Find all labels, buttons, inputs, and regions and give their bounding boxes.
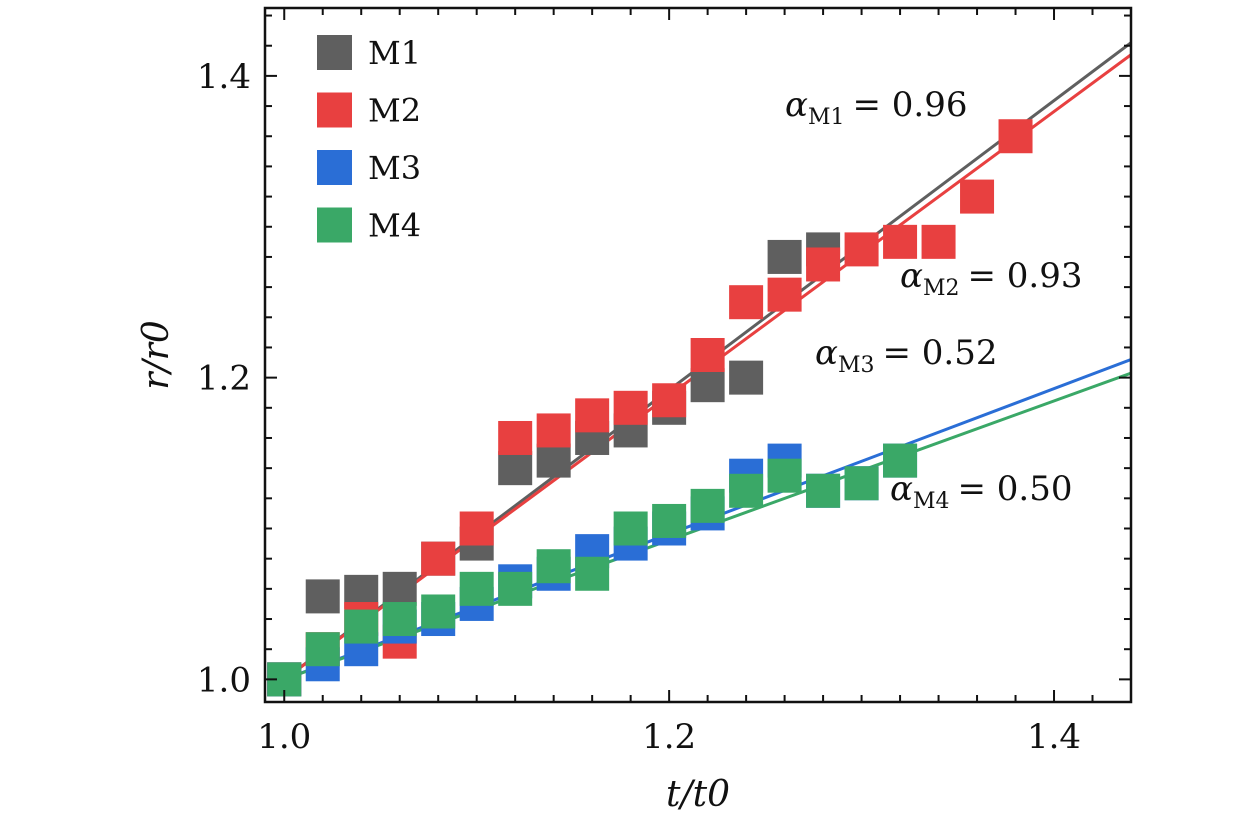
axis-ticks: 1.0 1.2 1.4 1.0 1.2 1.4 bbox=[197, 8, 1132, 757]
data-point bbox=[536, 413, 571, 448]
legend-label: M3 bbox=[368, 149, 421, 187]
legend-swatch bbox=[317, 92, 352, 128]
series-m4 bbox=[267, 443, 918, 697]
data-point bbox=[806, 473, 841, 508]
data-point bbox=[729, 360, 764, 395]
data-point bbox=[459, 571, 494, 606]
data-point bbox=[883, 224, 918, 259]
data-point bbox=[806, 247, 841, 282]
data-point bbox=[767, 458, 802, 493]
legend: M1 M2 M3 M4 bbox=[317, 34, 421, 245]
x-tick-label: 1.4 bbox=[1027, 717, 1081, 757]
data-point bbox=[767, 277, 802, 312]
alpha-annotation-m3: αM3 = 0.52 bbox=[815, 333, 998, 378]
data-point bbox=[459, 511, 494, 546]
legend-label: M1 bbox=[368, 34, 421, 72]
data-point bbox=[575, 556, 610, 591]
data-point bbox=[690, 368, 725, 403]
legend-label: M2 bbox=[368, 92, 421, 130]
data-point bbox=[498, 571, 533, 606]
y-tick-label: 1.0 bbox=[197, 660, 251, 700]
data-point bbox=[575, 398, 610, 433]
data-point bbox=[844, 466, 879, 501]
alpha-annotation-m4: αM4 = 0.50 bbox=[890, 469, 1073, 514]
data-point bbox=[498, 420, 533, 455]
data-point bbox=[690, 338, 725, 372]
data-point bbox=[305, 579, 340, 614]
data-point bbox=[536, 443, 571, 478]
data-point bbox=[382, 602, 417, 637]
y-axis-title: r/r0 bbox=[136, 320, 177, 389]
data-point bbox=[767, 239, 802, 274]
data-point bbox=[305, 632, 340, 667]
x-tick-label: 1.0 bbox=[257, 717, 311, 757]
alpha-annotation-m1: αM1 = 0.96 bbox=[785, 85, 968, 130]
alpha-annotation-m2: αM2 = 0.93 bbox=[900, 256, 1083, 301]
data-point bbox=[960, 179, 995, 214]
plot-frame bbox=[263, 6, 1133, 704]
svg-text:t/t0: t/t0 bbox=[666, 774, 730, 815]
data-point bbox=[344, 609, 379, 644]
alpha-annotations: αM1 = 0.96 αM2 = 0.93 αM3 = 0.52 αM4 = 0.50 bbox=[785, 85, 1083, 514]
data-point bbox=[729, 473, 764, 508]
y-tick-label: 1.2 bbox=[197, 359, 251, 399]
data-point bbox=[498, 451, 533, 486]
x-tick-label: 1.2 bbox=[642, 717, 696, 757]
legend-swatch bbox=[317, 35, 352, 70]
legend-swatch bbox=[317, 207, 352, 243]
y-tick-label: 1.4 bbox=[197, 57, 251, 97]
data-point bbox=[536, 549, 571, 584]
data-point bbox=[690, 488, 725, 523]
legend-label: M4 bbox=[368, 207, 421, 245]
svg-text:r/r0: r/r0 bbox=[136, 320, 177, 389]
data-markers bbox=[267, 119, 1033, 697]
data-point bbox=[883, 443, 918, 478]
data-point bbox=[729, 285, 764, 320]
data-point bbox=[613, 511, 648, 546]
legend-swatch bbox=[317, 150, 352, 185]
data-point bbox=[652, 503, 687, 538]
data-point bbox=[421, 594, 456, 629]
data-point bbox=[613, 390, 648, 425]
series-m2 bbox=[267, 119, 1033, 697]
data-point bbox=[844, 232, 879, 267]
x-axis-title: t/t0 bbox=[666, 774, 730, 815]
data-point bbox=[382, 571, 417, 606]
data-point bbox=[652, 383, 687, 418]
data-point bbox=[921, 224, 956, 259]
data-point bbox=[421, 541, 456, 576]
data-point bbox=[998, 119, 1033, 154]
